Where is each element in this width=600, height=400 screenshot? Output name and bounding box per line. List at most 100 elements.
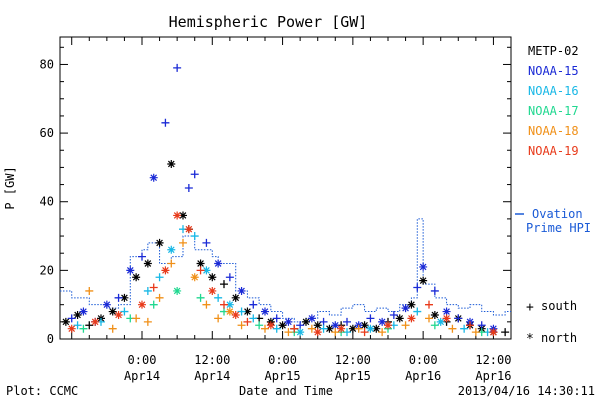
point-north — [325, 324, 334, 333]
point-south — [413, 307, 422, 316]
point-north — [407, 300, 416, 309]
point-south — [161, 118, 170, 127]
legend: METP-02 NOAA-15 NOAA-16 NOAA-17 NOAA-18 NOAA-… — [528, 44, 579, 158]
point-north — [231, 293, 240, 302]
point-north — [67, 324, 76, 333]
point-north — [372, 324, 381, 333]
point-north — [442, 314, 451, 323]
point-south — [237, 321, 246, 330]
y-tick-label: 20 — [40, 263, 54, 277]
point-north — [384, 321, 392, 330]
point-south — [149, 300, 158, 309]
point-north — [173, 211, 182, 220]
point-south — [214, 293, 223, 302]
point-north — [155, 238, 164, 247]
point-south — [184, 184, 193, 192]
point-south — [331, 328, 340, 337]
point-north — [149, 173, 158, 182]
legend-entry-noaa-18: NOAA-18 — [528, 124, 579, 138]
point-north — [167, 245, 176, 254]
point-north — [202, 266, 211, 275]
point-south — [167, 259, 176, 268]
ovation-legend-label-1: Ovation — [532, 207, 583, 221]
marker-legend: + south * north — [526, 299, 577, 347]
point-north — [179, 211, 187, 220]
point-north — [214, 259, 223, 268]
point-north — [225, 300, 234, 309]
point-south — [272, 324, 281, 333]
point-north — [307, 314, 316, 323]
point-north — [143, 259, 152, 268]
point-south — [85, 286, 94, 295]
x-tick-label-time: 12:00 — [194, 353, 230, 367]
timestamp: 2013/04/16 14:30:11 — [458, 384, 595, 398]
point-south — [179, 238, 187, 247]
point-north — [302, 317, 310, 326]
point-north — [296, 328, 305, 337]
point-south — [430, 286, 439, 295]
y-tick-label: 40 — [40, 195, 54, 209]
point-north — [173, 286, 182, 295]
point-north — [337, 324, 346, 333]
legend-entry-metp-02: METP-02 — [528, 44, 579, 58]
point-south — [249, 300, 258, 309]
x-tick-label-date: Apr15 — [335, 369, 371, 383]
point-south — [155, 293, 164, 302]
point-south — [477, 321, 486, 330]
point-north — [313, 321, 322, 330]
point-south — [307, 324, 316, 333]
plot-frame — [59, 36, 512, 340]
point-south — [378, 328, 387, 337]
point-north — [489, 328, 498, 337]
point-south — [67, 314, 76, 323]
point-south — [120, 307, 129, 316]
point-north — [79, 307, 88, 316]
series-noaa-15 — [67, 63, 498, 333]
point-south — [471, 328, 480, 337]
point-north — [401, 304, 410, 313]
point-south — [284, 328, 293, 337]
point-south — [354, 324, 363, 333]
point-south — [272, 314, 281, 323]
point-north — [73, 310, 82, 319]
marker-legend-south-symbol: + — [526, 300, 534, 315]
y-tick-label: 60 — [40, 126, 54, 140]
x-tick-label-time: 0:00 — [409, 353, 438, 367]
point-north — [108, 307, 117, 316]
point-north — [132, 273, 141, 282]
point-south — [319, 317, 328, 326]
point-south — [466, 321, 474, 330]
point-south — [261, 324, 269, 333]
point-north — [313, 328, 322, 337]
x-axis-label: Date and Time — [239, 384, 333, 398]
point-south — [149, 283, 158, 292]
point-north — [331, 321, 340, 330]
point-south — [425, 314, 433, 323]
point-north — [360, 321, 369, 330]
point-south — [255, 321, 264, 330]
x-tick-label-time: 12:00 — [475, 353, 511, 367]
series-noaa-16 — [73, 225, 492, 337]
plot-credit: Plot: CCMC — [6, 384, 78, 398]
point-north — [366, 324, 375, 333]
point-south — [132, 314, 141, 323]
point-south — [501, 328, 510, 337]
point-north — [419, 276, 428, 285]
point-south — [190, 232, 199, 241]
point-north — [208, 273, 217, 282]
point-south — [155, 273, 164, 282]
point-north — [184, 225, 193, 234]
x-tick-label-time: 0:00 — [268, 353, 297, 367]
point-north — [161, 266, 170, 275]
ovation-legend: Ovation Prime HPI — [515, 207, 591, 235]
point-north — [91, 317, 100, 326]
point-north — [61, 317, 70, 326]
point-south — [343, 317, 351, 326]
point-south — [243, 317, 252, 326]
y-axis-label: P [GW] — [3, 166, 17, 209]
ovation-legend-label-2: Prime HPI — [526, 221, 591, 235]
point-south — [173, 63, 182, 72]
point-north — [237, 286, 246, 295]
point-south — [319, 324, 328, 333]
